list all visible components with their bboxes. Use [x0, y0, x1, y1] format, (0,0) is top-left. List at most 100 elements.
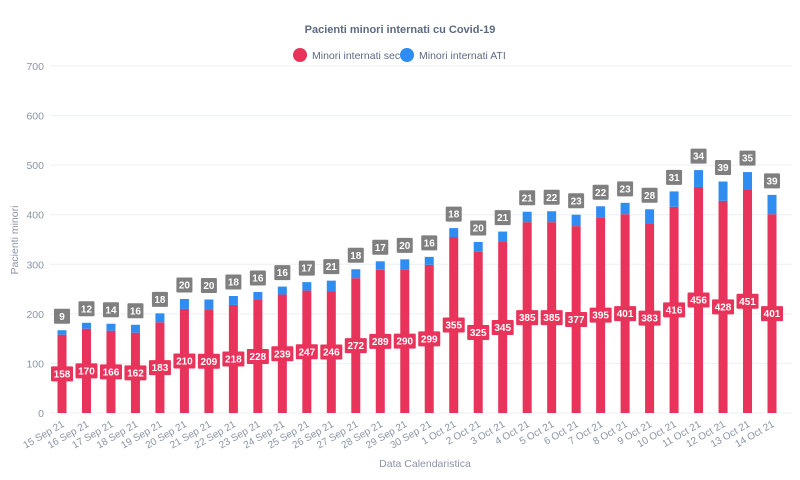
data-label: 39 — [764, 173, 780, 189]
bar-ati[interactable] — [130, 324, 140, 333]
data-label: 23 — [568, 193, 585, 209]
data-label-bg — [516, 310, 539, 326]
legend-label: Minori internati sectii — [312, 50, 408, 62]
bars[interactable] — [57, 170, 777, 413]
data-label-bg — [663, 302, 686, 318]
data-label-bg — [225, 274, 242, 290]
data-label: 416 — [663, 302, 686, 318]
bar-ati[interactable] — [694, 170, 704, 187]
bar-ati[interactable] — [424, 256, 434, 265]
bar-ati[interactable] — [669, 191, 679, 207]
data-label-text: 20 — [179, 281, 191, 292]
data-label-text: 22 — [595, 188, 607, 199]
data-label-text: 456 — [690, 296, 707, 307]
y-axis: 0 100 200 300 400 500 600 700 — [26, 61, 44, 420]
bar-ati[interactable] — [498, 231, 508, 242]
bar-ati[interactable] — [228, 296, 238, 305]
y-tick-label: 0 — [38, 408, 44, 420]
bar-ati[interactable] — [106, 323, 116, 331]
data-label: 170 — [75, 363, 98, 379]
data-label-bg — [176, 277, 193, 293]
data-label-text: 395 — [592, 311, 609, 322]
legend-marker — [293, 48, 307, 62]
bar-ati[interactable] — [326, 280, 336, 292]
data-label-bg — [396, 237, 413, 253]
data-label-bg — [197, 353, 220, 369]
data-label-bg — [369, 333, 392, 349]
data-label: 385 — [540, 310, 563, 326]
data-label: 21 — [519, 190, 536, 206]
data-label-bg — [418, 331, 441, 347]
data-label-text: 17 — [375, 243, 387, 254]
data-label: 16 — [249, 270, 266, 286]
bar-ati[interactable] — [767, 194, 777, 215]
data-label-bg — [127, 303, 144, 319]
data-label-bg — [543, 189, 560, 205]
data-label-text: 28 — [644, 191, 656, 202]
data-label-bg — [666, 169, 683, 185]
data-label-bg — [347, 247, 364, 263]
bar-ati[interactable] — [571, 214, 581, 227]
data-label-bg — [274, 265, 291, 281]
legend-item-ati[interactable]: Minori internati ATI — [400, 48, 506, 62]
data-label: 20 — [200, 277, 217, 293]
data-label-bg — [494, 210, 511, 226]
data-label-text: 14 — [105, 305, 117, 316]
data-label-bg — [200, 277, 217, 293]
data-label-bg — [151, 291, 168, 307]
data-label-bg — [124, 365, 147, 381]
data-labels: 158 9 170 12 166 14 162 16 183 18 210 20 209 20 218 18 2… — [51, 148, 783, 382]
data-label-bg — [715, 160, 732, 176]
data-label: 17 — [372, 239, 389, 255]
data-label: 247 — [295, 344, 318, 360]
data-label-bg — [51, 366, 73, 382]
bar-ati[interactable] — [718, 181, 728, 201]
data-label-bg — [761, 306, 783, 322]
data-label-bg — [344, 338, 367, 354]
bar-ati[interactable] — [81, 322, 91, 329]
data-label-text: 246 — [323, 348, 340, 359]
data-label: 289 — [369, 333, 392, 349]
bar-ati[interactable] — [351, 269, 361, 279]
bar-ati[interactable] — [204, 299, 214, 310]
legend[interactable]: Minori internati sectii Minori internati … — [293, 48, 506, 62]
data-label-bg — [589, 307, 612, 323]
data-label: 16 — [127, 303, 144, 319]
bar-ati[interactable] — [620, 202, 630, 215]
data-label-text: 228 — [250, 352, 267, 363]
bar-ati[interactable] — [277, 286, 287, 295]
bar-ati[interactable] — [743, 172, 753, 190]
bar-ati[interactable] — [155, 313, 165, 323]
data-label: 21 — [323, 259, 340, 275]
bar-ati[interactable] — [375, 261, 385, 270]
data-label-text: 17 — [301, 264, 313, 275]
bar-ati[interactable] — [645, 209, 655, 224]
data-label-bg — [491, 319, 514, 335]
data-label-text: 218 — [225, 355, 242, 366]
data-label: 355 — [442, 317, 465, 333]
bar-ati[interactable] — [400, 259, 410, 270]
data-label: 401 — [614, 306, 637, 322]
bar-ati[interactable] — [57, 330, 67, 335]
data-label: 31 — [666, 169, 683, 185]
bar-ati[interactable] — [596, 206, 606, 218]
y-tick-label: 600 — [26, 111, 44, 123]
data-label-bg — [445, 206, 462, 222]
legend-item-sectii[interactable]: Minori internati sectii — [293, 48, 408, 62]
bar-ati[interactable] — [522, 211, 532, 223]
bar-ati[interactable] — [302, 282, 312, 291]
data-label-bg — [614, 306, 637, 322]
data-label: 451 — [736, 293, 759, 309]
data-label-bg — [78, 301, 95, 317]
bar-ati[interactable] — [473, 241, 483, 252]
data-label-bg — [638, 310, 661, 326]
bar-ati[interactable] — [253, 292, 263, 300]
bar-ati[interactable] — [449, 228, 459, 238]
data-label-bg — [421, 235, 438, 251]
bar-ati[interactable] — [547, 211, 557, 223]
data-label-text: 16 — [277, 268, 289, 279]
bar-ati[interactable] — [179, 298, 189, 309]
data-label: 20 — [470, 220, 487, 236]
data-label-bg — [99, 364, 122, 380]
data-label-text: 20 — [399, 241, 411, 252]
